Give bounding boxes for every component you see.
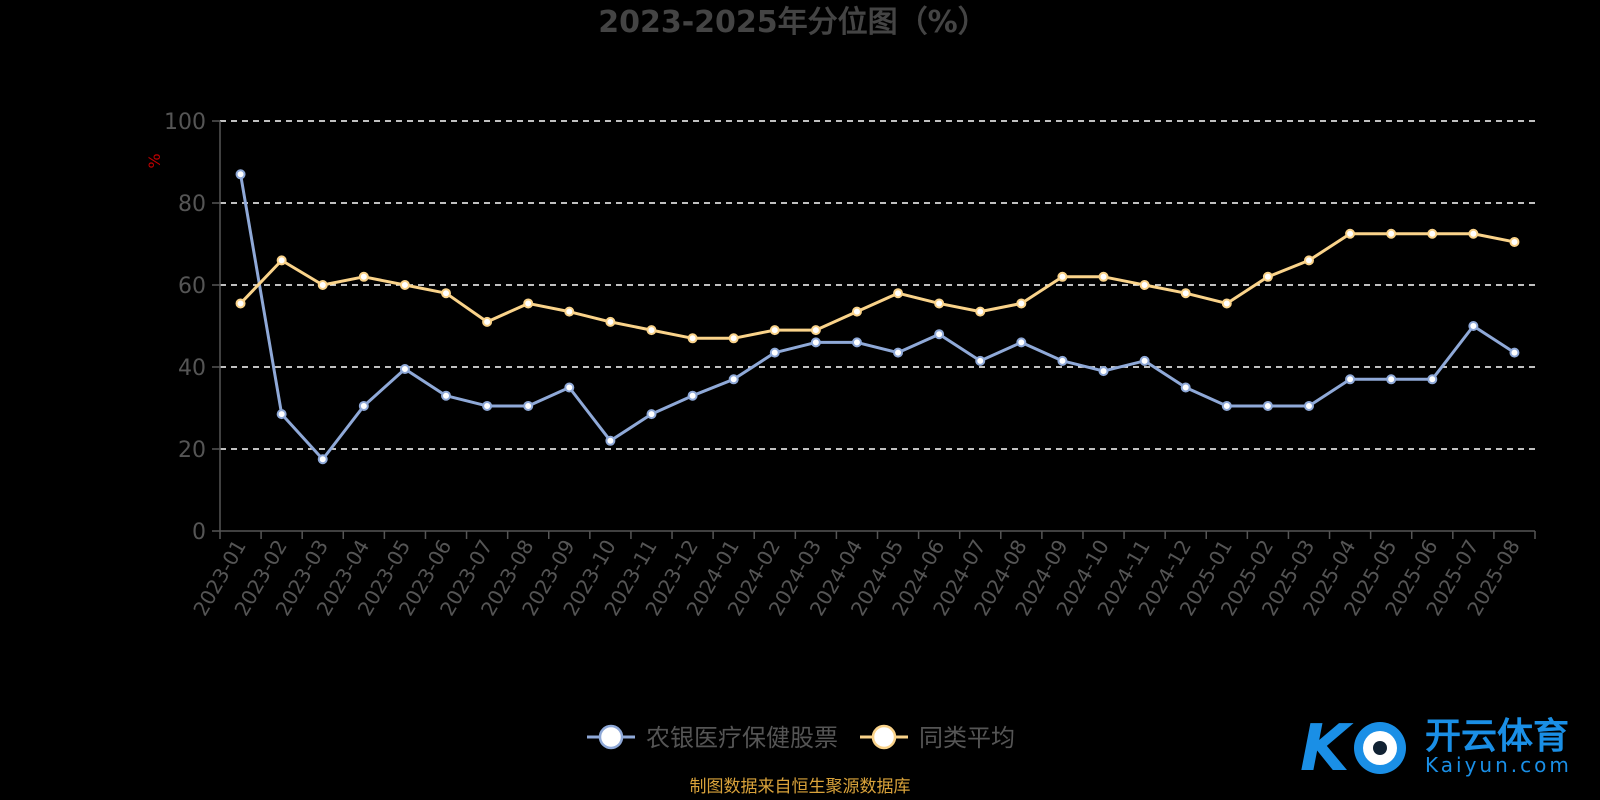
data-point	[482, 316, 493, 327]
logo-en-text: Kaiyun.com	[1425, 753, 1572, 777]
legend-label: 同类平均	[919, 724, 1015, 752]
data-point	[399, 280, 410, 290]
data-point	[934, 298, 945, 309]
data-point	[893, 288, 904, 299]
data-point	[851, 306, 862, 317]
logo-k-letter: K	[1300, 712, 1354, 786]
y-tick-label: 100	[164, 110, 206, 135]
data-point	[1262, 400, 1273, 411]
y-tick-labels: 0 20 40 60 80 100	[164, 110, 206, 545]
x-tick-labels: 2023-012023-022023-032023-042023-052023-…	[188, 536, 1524, 620]
data-point	[441, 288, 452, 299]
data-point	[441, 390, 452, 401]
data-point	[564, 382, 575, 393]
data-point	[975, 355, 986, 366]
data-point	[646, 325, 657, 336]
data-point	[1221, 298, 1232, 309]
axes	[212, 120, 1536, 539]
legend-label: 农银医疗保健股票	[646, 724, 838, 752]
series-2	[235, 228, 1520, 344]
data-point	[1016, 298, 1027, 309]
data-point	[317, 280, 328, 290]
legend-marker	[598, 724, 624, 750]
data-point	[687, 333, 698, 344]
data-point	[769, 325, 780, 336]
soccer-ball-center	[1373, 741, 1387, 755]
data-point	[564, 306, 575, 317]
data-point	[1139, 280, 1150, 290]
logo-cn-text: 开云体育	[1425, 716, 1569, 757]
data-point	[1468, 228, 1479, 239]
data-point	[1303, 255, 1314, 266]
data-point	[1509, 347, 1520, 358]
data-point	[1098, 271, 1109, 282]
chart-title: 2023-2025年分位图（%）	[598, 5, 988, 40]
data-point	[605, 435, 616, 446]
y-tick-label: 80	[178, 192, 206, 217]
legend[interactable]: 农银医疗保健股票 同类平均	[587, 724, 1015, 752]
series-line	[239, 232, 1515, 340]
data-point	[317, 454, 328, 465]
data-point	[1221, 400, 1232, 411]
data-point	[523, 298, 534, 309]
y-tick-label: 20	[178, 438, 206, 463]
data-point	[523, 400, 534, 411]
data-point	[1180, 382, 1191, 393]
data-point	[1016, 337, 1027, 348]
data-point	[810, 337, 821, 348]
data-point	[1345, 228, 1356, 239]
data-point	[358, 400, 369, 411]
data-source-note: 制图数据来自恒生聚源数据库	[690, 777, 911, 797]
data-point	[769, 347, 780, 358]
data-point	[1303, 400, 1314, 411]
data-point	[358, 271, 369, 282]
kaiyun-logo: K 开云体育 Kaiyun.com	[1300, 712, 1572, 786]
data-point	[276, 409, 287, 420]
data-point	[399, 364, 410, 375]
data-point	[1057, 271, 1068, 282]
data-point	[1509, 236, 1520, 247]
data-point	[482, 400, 493, 411]
data-point	[1427, 228, 1438, 239]
y-tick-label: 0	[192, 520, 206, 545]
data-point	[1345, 374, 1356, 385]
data-point	[1262, 271, 1273, 282]
data-point	[934, 329, 945, 340]
data-point	[605, 316, 616, 327]
data-point	[276, 255, 287, 266]
data-point	[1057, 355, 1068, 366]
gridlines	[220, 120, 1535, 450]
data-point	[646, 409, 657, 420]
data-point	[810, 325, 821, 336]
data-point	[728, 374, 739, 385]
data-point	[235, 298, 246, 309]
data-point	[687, 390, 698, 401]
data-point	[1427, 374, 1438, 385]
data-point	[893, 347, 904, 358]
data-point	[851, 337, 862, 348]
series-1	[235, 169, 1520, 465]
data-point	[1139, 355, 1150, 366]
data-point	[1386, 374, 1397, 385]
data-point	[728, 333, 739, 344]
data-point	[1098, 366, 1109, 377]
y-tick-label: 60	[178, 274, 206, 299]
data-point	[1180, 288, 1191, 299]
legend-marker	[871, 724, 897, 750]
data-point	[975, 306, 986, 317]
data-point	[1468, 321, 1479, 331]
series-layer	[235, 169, 1520, 465]
data-point	[235, 169, 246, 180]
data-point	[1386, 228, 1397, 239]
y-unit-label: %	[145, 153, 164, 168]
y-tick-label: 40	[178, 356, 206, 381]
series-line	[239, 174, 1516, 461]
